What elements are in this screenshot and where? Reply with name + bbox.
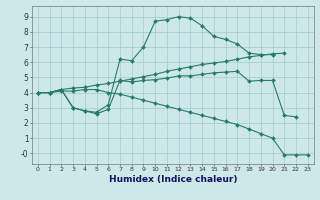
- X-axis label: Humidex (Indice chaleur): Humidex (Indice chaleur): [108, 175, 237, 184]
